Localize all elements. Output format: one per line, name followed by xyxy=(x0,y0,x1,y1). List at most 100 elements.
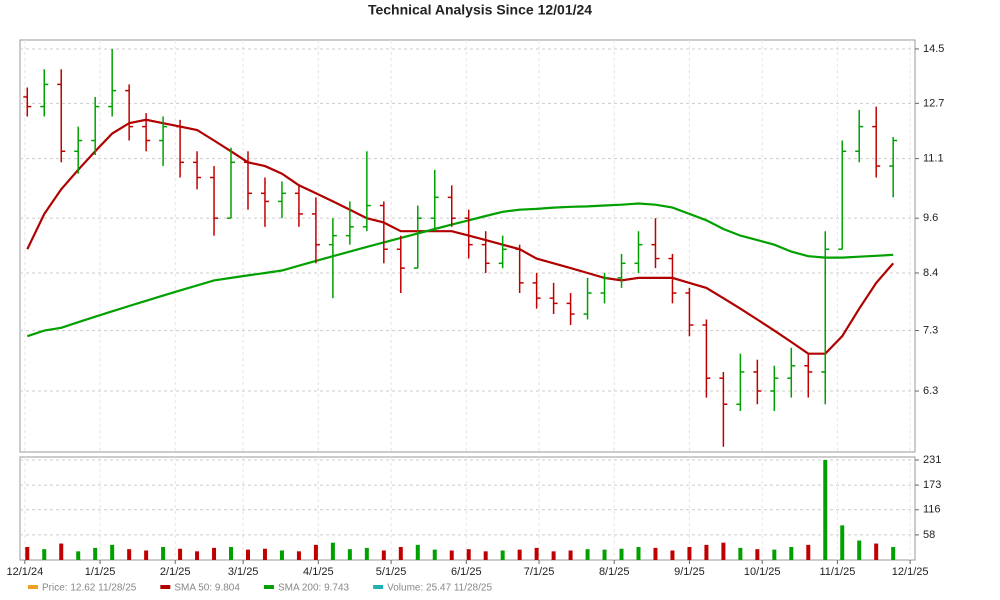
volume-bar xyxy=(568,550,573,560)
ohlc-bar xyxy=(193,151,202,190)
volume-bar xyxy=(585,549,590,560)
volume-bar xyxy=(178,548,183,560)
ohlc-bar xyxy=(634,231,643,273)
y-tick-label: 14.5 xyxy=(923,43,944,55)
volume-bar xyxy=(381,550,386,560)
volume-bar xyxy=(127,549,132,560)
ohlc-bar xyxy=(549,282,558,315)
ohlc-bar xyxy=(702,319,711,398)
volume-bar xyxy=(840,525,845,560)
ohlc-bar xyxy=(600,272,609,304)
volume-bar xyxy=(59,543,64,560)
ohlc-bar xyxy=(668,253,677,304)
x-tick-label: 2/1/25 xyxy=(160,566,191,578)
volume-bar xyxy=(262,548,267,560)
y-tick-label: 173 xyxy=(923,479,941,491)
x-tick-label: 11/1/25 xyxy=(819,566,855,578)
y-tick-label: 6.3 xyxy=(923,385,938,397)
volume-bar xyxy=(755,549,760,560)
volume-bar xyxy=(466,549,471,560)
volume-bar xyxy=(857,540,862,560)
volume-bar xyxy=(195,551,200,560)
legend-label: SMA 50: 9.804 xyxy=(174,583,240,594)
ohlc-bar xyxy=(719,371,728,447)
ohlc-bar xyxy=(108,48,117,117)
ohlc-bar xyxy=(74,126,83,174)
volume-bar xyxy=(313,544,318,560)
volume-bar xyxy=(398,547,403,560)
volume-bar xyxy=(245,549,250,560)
volume-bar xyxy=(212,547,217,560)
ohlc-bar xyxy=(515,244,524,293)
ohlc-bar xyxy=(142,113,151,152)
ohlc-bar xyxy=(40,69,49,117)
volume-bar xyxy=(789,547,794,560)
ohlc-bar xyxy=(753,359,762,405)
volume-bar xyxy=(551,551,556,560)
ohlc-bar xyxy=(413,205,422,269)
volume-bar xyxy=(636,547,641,560)
volume-bar xyxy=(806,544,811,560)
volume-bar xyxy=(500,550,505,560)
ohlc-bar xyxy=(430,169,439,232)
ohlc-bar xyxy=(159,116,168,167)
volume-bar xyxy=(483,551,488,560)
ohlc-bar xyxy=(821,231,830,405)
legend: Price: 12.62 11/28/25 SMA 50: 9.804 SMA 20… xyxy=(28,583,492,594)
y-tick-label: 231 xyxy=(923,454,941,466)
volume-bar xyxy=(161,547,166,560)
y-tick-label: 58 xyxy=(923,529,935,541)
ohlc-bar xyxy=(277,181,286,219)
legend-label: SMA 200: 9.743 xyxy=(278,583,350,594)
ohlc-bar xyxy=(872,106,881,178)
ohlc-bar xyxy=(345,201,354,245)
ohlc-bar xyxy=(889,137,898,198)
volume-bar xyxy=(110,544,115,560)
ohlc-bar xyxy=(243,151,252,210)
volume-bar xyxy=(602,549,607,560)
ohlc-bar xyxy=(379,201,388,264)
volume-bar xyxy=(704,544,709,560)
volume-bar xyxy=(619,548,624,560)
volume-bar xyxy=(432,549,437,560)
legend-swatch xyxy=(263,585,274,589)
volume-bar xyxy=(823,460,828,560)
ohlc-bar xyxy=(210,166,219,236)
volume-bar xyxy=(449,550,454,560)
ohlc-bar xyxy=(532,272,541,309)
ohlc-bar xyxy=(227,147,236,219)
ohlc-bar xyxy=(23,87,32,117)
x-tick-label: 9/1/25 xyxy=(674,566,705,578)
x-tick-label: 6/1/25 xyxy=(451,566,482,578)
x-tick-label: 1/1/25 xyxy=(85,566,116,578)
ohlc-bar xyxy=(787,347,796,398)
ohlc-bar xyxy=(362,151,371,232)
y-tick-label: 12.7 xyxy=(923,97,944,109)
volume-bar xyxy=(296,551,301,560)
ohlc-bar xyxy=(91,96,100,155)
volume-bar xyxy=(534,547,539,560)
ohlc-bar xyxy=(328,218,337,299)
volume-bar xyxy=(144,550,149,560)
y-tick-label: 116 xyxy=(923,504,941,516)
ohlc-bar xyxy=(770,365,779,412)
ohlc-bar xyxy=(57,69,66,163)
legend-label: Price: 12.62 11/28/25 xyxy=(42,583,137,594)
volume-bar xyxy=(517,549,522,560)
ohlc-bar xyxy=(566,292,575,325)
legend-swatch xyxy=(373,585,384,589)
ohlc-bar xyxy=(464,209,473,259)
ohlc-bar xyxy=(481,231,490,273)
volume-bar xyxy=(653,547,658,560)
ohlc-bar xyxy=(617,253,626,288)
volume-bar xyxy=(891,547,896,560)
chart-title: Technical Analysis Since 12/01/24 xyxy=(368,2,592,18)
legend-swatch xyxy=(160,585,171,589)
y-tick-label: 8.4 xyxy=(923,267,938,279)
ohlc-bar xyxy=(396,235,405,293)
y-tick-label: 7.3 xyxy=(923,324,938,336)
volume-bar xyxy=(670,550,675,560)
volume-bar xyxy=(279,550,284,560)
